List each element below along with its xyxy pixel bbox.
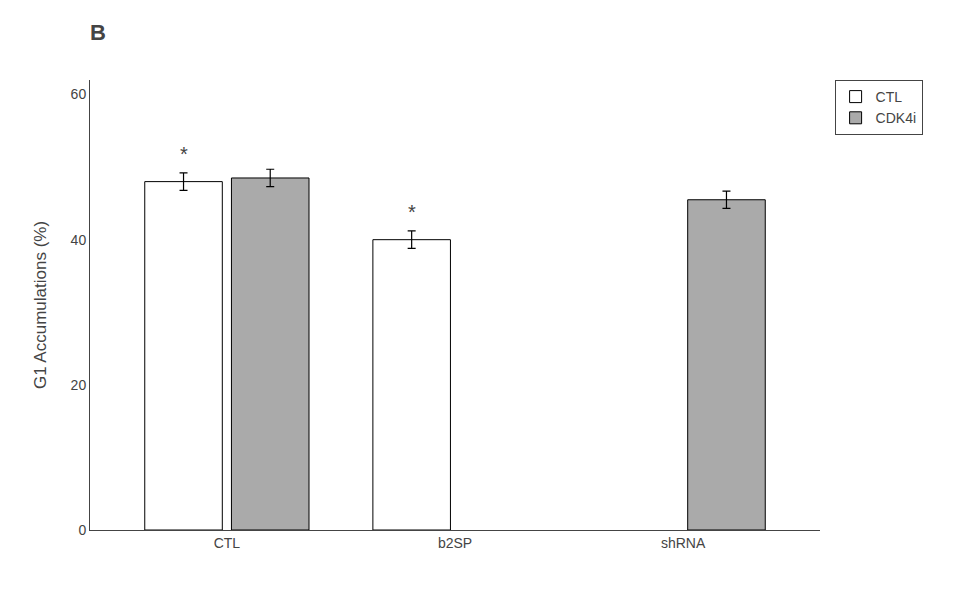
svg-text:G1 Accumulations (%): G1 Accumulations (%) bbox=[31, 221, 50, 389]
svg-text:CTL: CTL bbox=[876, 89, 903, 105]
svg-text:0: 0 bbox=[78, 522, 86, 538]
svg-text:shRNA: shRNA bbox=[661, 535, 706, 551]
svg-text:*: * bbox=[408, 201, 416, 223]
svg-text:40: 40 bbox=[71, 232, 87, 248]
svg-text:CDK4i: CDK4i bbox=[876, 110, 916, 126]
svg-text:CTL: CTL bbox=[214, 535, 241, 551]
svg-text:*: * bbox=[180, 143, 188, 165]
svg-text:20: 20 bbox=[71, 377, 87, 393]
svg-text:b2SP: b2SP bbox=[438, 535, 472, 551]
svg-text:B: B bbox=[90, 20, 106, 45]
svg-text:60: 60 bbox=[71, 86, 87, 102]
